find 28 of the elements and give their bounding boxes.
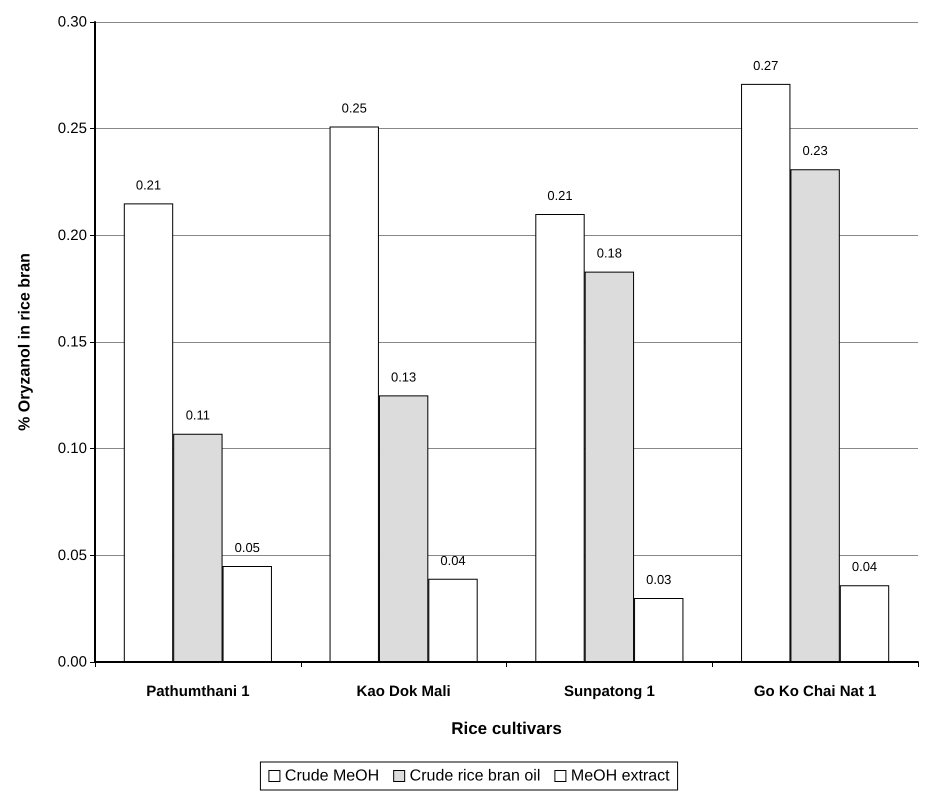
x-axis-title: Rice cultivars xyxy=(451,719,562,738)
data-label: 0.27 xyxy=(753,58,778,73)
x-tick-label: Pathumthani 1 xyxy=(146,683,250,700)
y-tick-label: 0.10 xyxy=(58,440,87,458)
data-label: 0.21 xyxy=(547,188,573,203)
data-label: 0.05 xyxy=(234,540,260,555)
legend-label: Crude MeOH xyxy=(284,768,380,784)
y-tick-label: 0.15 xyxy=(58,334,87,350)
data-label: 0.23 xyxy=(802,143,828,158)
y-tick-label: 0.30 xyxy=(58,14,87,30)
data-label: 0.11 xyxy=(186,408,210,423)
legend-label: MeOH extract xyxy=(570,768,670,784)
y-tick-label: 0.20 xyxy=(58,226,87,244)
data-label: 0.04 xyxy=(852,559,878,574)
data-label: 0.13 xyxy=(390,369,416,384)
x-tick-label: Kao Dok Mali xyxy=(356,683,451,700)
data-label: 0.21 xyxy=(136,177,162,192)
y-tick-label: 0.25 xyxy=(58,120,87,138)
y-tick-label: 0.00 xyxy=(58,654,87,670)
y-axis-title: % Oryzanol in rice bran xyxy=(16,253,34,431)
data-label: 0.03 xyxy=(646,572,672,587)
x-tick-label: Sunpatong 1 xyxy=(564,683,655,700)
data-label: 0.18 xyxy=(596,246,622,261)
data-label: 0.25 xyxy=(342,100,367,116)
x-tick-label: Go Ko Chai Nat 1 xyxy=(754,683,876,700)
legend-label: Crude rice bran oil xyxy=(410,768,540,784)
y-tick-label: 0.05 xyxy=(58,546,87,564)
data-label: 0.04 xyxy=(440,552,466,568)
